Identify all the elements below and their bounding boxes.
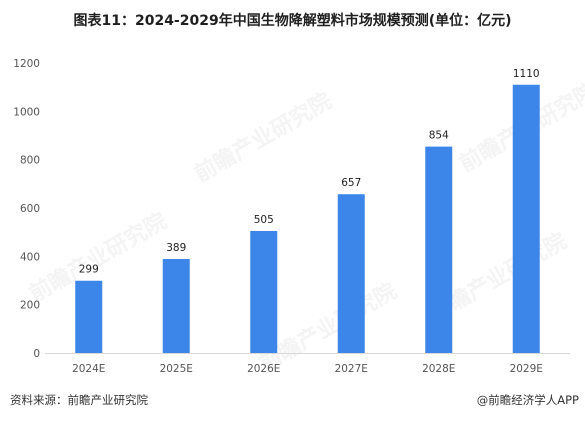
bar-chart: 0 200 400 600 800 1000 1200 299 389 505 657 854 111… xyxy=(13,58,570,375)
source-note: 资料来源：前瞻产业研究院 xyxy=(10,393,148,407)
x-tick-label: 2027E xyxy=(335,363,368,375)
bar-2025E xyxy=(162,258,190,353)
x-tick-label: 2025E xyxy=(160,363,193,375)
y-tick-label: 600 xyxy=(20,203,40,215)
bar-value-label: 505 xyxy=(254,214,274,226)
footer: 资料来源：前瞻产业研究院 @前瞻经济学人APP xyxy=(0,392,585,412)
bar-value-label: 854 xyxy=(429,130,449,142)
y-tick-label: 1000 xyxy=(13,106,40,118)
bar-2027E xyxy=(337,194,365,353)
bar-value-label: 657 xyxy=(341,177,361,189)
x-tick-label: 2029E xyxy=(510,363,543,375)
y-tick-label: 400 xyxy=(20,251,40,263)
y-tick-label: 0 xyxy=(33,348,40,360)
bar-value-label: 389 xyxy=(166,242,186,254)
bar-2029E xyxy=(512,84,540,353)
x-tick-label: 2024E xyxy=(72,363,105,375)
bar-value-label: 299 xyxy=(79,264,99,276)
chart-title: 图表11：2024-2029年中国生物降解塑料市场规模预测(单位：亿元) xyxy=(73,13,512,29)
y-tick-label: 1200 xyxy=(13,58,40,70)
bar-2028E xyxy=(425,146,453,353)
bars xyxy=(75,84,540,353)
x-tick-label: 2026E xyxy=(247,363,280,375)
bar-2024E xyxy=(75,280,103,353)
bar-value-label: 1110 xyxy=(513,68,540,80)
x-tick-label: 2028E xyxy=(422,363,455,375)
y-tick-label: 800 xyxy=(20,155,40,167)
y-axis-ticks: 0 200 400 600 800 1000 1200 xyxy=(13,58,40,360)
y-tick-label: 200 xyxy=(20,300,40,312)
bar-2026E xyxy=(250,230,278,353)
brand-credit: @前瞻经济学人APP xyxy=(476,393,579,407)
data-labels: 299 389 505 657 854 1110 xyxy=(79,68,540,276)
x-tick-labels: 2024E 2025E 2026E 2027E 2028E 2029E xyxy=(72,363,543,375)
